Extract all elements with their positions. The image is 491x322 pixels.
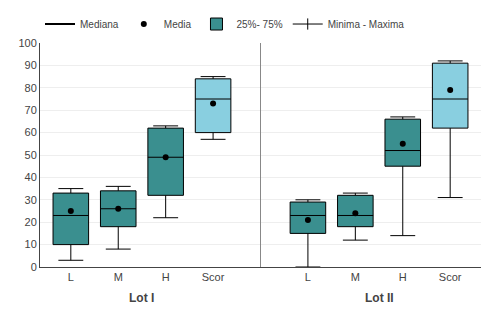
svg-text:Lot I: Lot I [129,291,154,305]
svg-text:70: 70 [25,104,37,116]
svg-text:100: 100 [18,37,36,49]
svg-text:Scor: Scor [439,271,462,283]
svg-text:0: 0 [31,261,37,273]
svg-text:10: 10 [25,238,37,250]
svg-text:Media: Media [164,19,192,30]
svg-text:H: H [399,271,407,283]
svg-text:50: 50 [25,149,37,161]
svg-text:60: 60 [25,126,37,138]
svg-text:90: 90 [25,59,37,71]
svg-text:L: L [68,271,74,283]
svg-text:Scor: Scor [202,271,225,283]
svg-text:M: M [351,271,360,283]
svg-text:40: 40 [25,171,37,183]
svg-text:Lot II: Lot II [365,291,394,305]
svg-text:Minima - Maxima: Minima - Maxima [328,19,405,30]
svg-text:25%- 75%: 25%- 75% [236,19,282,30]
svg-text:Mediana: Mediana [80,19,119,30]
svg-text:20: 20 [25,216,37,228]
svg-text:30: 30 [25,194,37,206]
svg-text:80: 80 [25,82,37,94]
svg-text:M: M [114,271,123,283]
svg-text:H: H [162,271,170,283]
svg-text:L: L [305,271,311,283]
